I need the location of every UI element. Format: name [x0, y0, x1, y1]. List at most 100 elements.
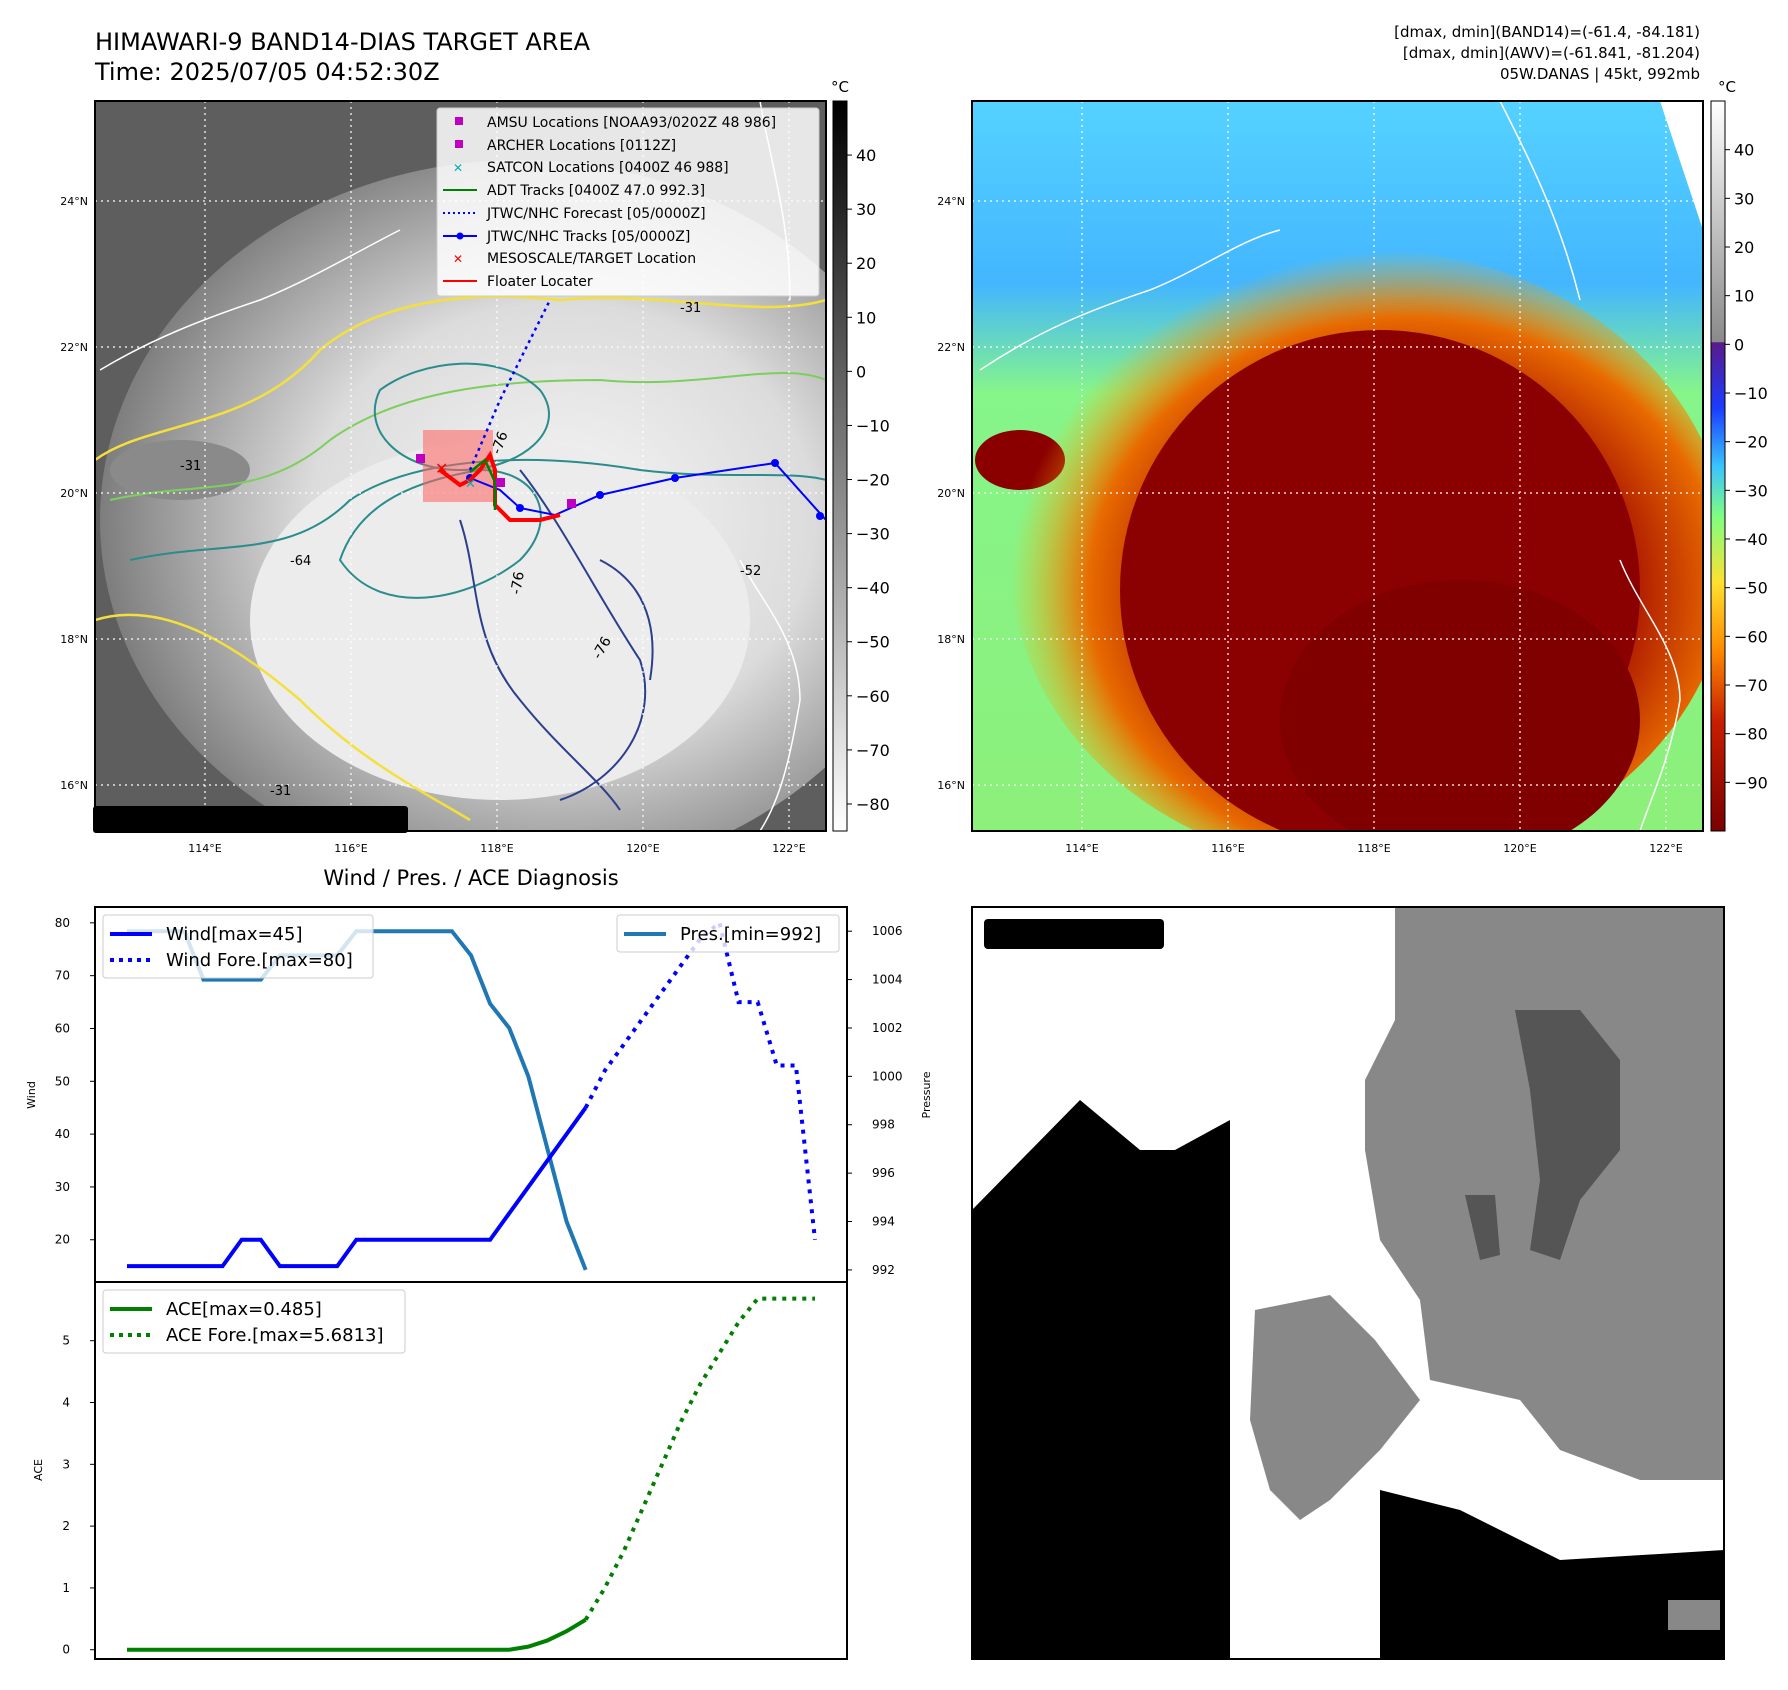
archer-marker	[567, 499, 576, 508]
jtwc-track	[469, 461, 826, 521]
legend-satcon-swatch: ✕	[453, 161, 463, 175]
legend-ace-fore-label: ACE Fore.[max=5.6813]	[166, 1325, 384, 1346]
contour-label: -76	[489, 429, 512, 456]
wind-tick-label: 40	[55, 1127, 70, 1141]
wv-colorbar-tick-label: −40	[1734, 530, 1768, 549]
wv-colorbar-tick-label: −70	[1734, 676, 1768, 695]
amsu-marker	[496, 478, 505, 487]
pressure-tick-label: 1000	[872, 1069, 903, 1083]
ir-colorbar-tick-label: 40	[856, 146, 876, 165]
legend-target-swatch: ✕	[453, 252, 463, 266]
wv-colorbar-tick-label: 20	[1734, 238, 1754, 257]
lon-label: 114°E	[188, 842, 221, 855]
contour-label: -64	[290, 554, 311, 569]
wind-tick-label: 70	[55, 969, 70, 983]
wv-colorbar-tick-label: −30	[1734, 481, 1768, 500]
wv-colorbar-tick-label: −10	[1734, 384, 1768, 403]
ir-colorbar-tick-label: 0	[856, 362, 866, 381]
ace-tick-label: 3	[62, 1457, 70, 1471]
ir-colorbar-tick-label: −70	[856, 741, 890, 760]
lat-label: 24°N	[937, 195, 965, 208]
figure-title-line2: Time: 2025/07/05 04:52:30Z	[94, 58, 440, 86]
wmg-count-text: WMG Count: 0	[991, 924, 1144, 946]
ace-series-line	[127, 1618, 587, 1652]
pressure-tick-label: 1006	[872, 924, 903, 938]
ir-colorbar-tick-label: −30	[856, 525, 890, 544]
lon-label: 118°E	[1357, 842, 1390, 855]
legend-label: ADT Tracks [0400Z 47.0 992.3]	[487, 183, 705, 199]
pressure-tick-label: 1002	[872, 1021, 903, 1035]
lon-label: 120°E	[1503, 842, 1536, 855]
floater-locator-track	[438, 450, 561, 522]
wind-ylabel: Wind	[25, 1081, 38, 1109]
lat-label: 20°N	[60, 487, 88, 500]
wv-colorbar: °C 40 30 20 10 0 −10 −20 −30 −40 −50 −60 −70 −80 −90	[1710, 78, 1768, 832]
wind-tick-label: 50	[55, 1074, 70, 1088]
lat-label: 20°N	[937, 487, 965, 500]
amsu-marker	[416, 454, 425, 463]
ace-tick-label: 5	[62, 1334, 70, 1348]
legend-label: ARCHER Locations [0112Z]	[487, 138, 676, 154]
ace-legend: ACE[max=0.485] ACE Fore.[max=5.6813]	[102, 1289, 406, 1354]
wv-colorbar-tick-label: 40	[1734, 141, 1754, 160]
lon-label: 118°E	[480, 842, 513, 855]
contour-label: -76	[508, 570, 528, 595]
lon-label: 122°E	[772, 842, 805, 855]
legend-amsu-swatch	[455, 117, 463, 125]
contour-label: -31	[180, 459, 201, 474]
pressure-tick-label: 994	[872, 1215, 895, 1229]
legend-pres-label: Pres.[min=992]	[680, 924, 821, 945]
satcon-x-marker: ✕	[465, 477, 476, 492]
legend-label: AMSU Locations [NOAA93/0202Z 48 986]	[487, 115, 776, 131]
ir-colorbar-tick-label: −20	[856, 471, 890, 490]
legend-label: JTWC/NHC Tracks [05/0000Z]	[486, 229, 690, 245]
wmg-panel	[972, 907, 1724, 1659]
ir-colorbar-tick-label: −10	[856, 416, 890, 435]
lat-label: 22°N	[937, 341, 965, 354]
lon-label: 114°E	[1065, 842, 1098, 855]
pressure-tick-label: 992	[872, 1263, 895, 1277]
lat-label: 16°N	[60, 779, 88, 792]
map-legend: ✕ ✕ AMSU Locations [NOAA93/0202Z 48 986]…	[436, 107, 820, 297]
ace-ylabel: ACE	[32, 1459, 45, 1481]
ir-colorbar-unit: °C	[831, 78, 849, 96]
lat-label: 18°N	[60, 633, 88, 646]
ir-colorbar-tick-label: 30	[856, 200, 876, 219]
ace-tick-label: 4	[62, 1396, 70, 1410]
ace-tick-label: 0	[62, 1643, 70, 1657]
legend-wind-label: Wind[max=45]	[166, 924, 303, 945]
wmg-count-badge: WMG Count: 0	[984, 919, 1164, 949]
copyright-badge: Copyright © 2020-2025 Dapiya	[93, 806, 408, 833]
legend-label: Floater Locater	[487, 274, 593, 290]
ace-forecast-series-line	[583, 1296, 815, 1621]
lat-label: 18°N	[937, 633, 965, 646]
wv-colorbar-tick-label: −90	[1734, 773, 1768, 792]
wind-series-line	[127, 1106, 588, 1269]
legend-archer-swatch	[455, 140, 463, 148]
ir-colorbar: °C 40 30 20 10 0 −10 −20 −30 −40 −50 −60 −70 −80	[831, 78, 890, 832]
pressure-tick-label: 996	[872, 1166, 895, 1180]
legend-wind-fore-label: Wind Fore.[max=80]	[166, 950, 353, 971]
legend-label: MESOSCALE/TARGET Location	[487, 251, 696, 267]
wind-tick-label: 60	[55, 1021, 70, 1035]
diagnosis-title: Wind / Pres. / ACE Diagnosis	[323, 866, 618, 890]
wv-colorbar-tick-label: 30	[1734, 189, 1754, 208]
figure-title-line1: HIMAWARI-9 BAND14-DIAS TARGET AREA	[95, 28, 591, 56]
wind-tick-label: 20	[55, 1233, 70, 1247]
lat-label: 24°N	[60, 195, 88, 208]
contour-label: -31	[270, 784, 291, 799]
target-x-marker: ✕	[435, 459, 448, 478]
wv-colorbar-tick-label: −50	[1734, 579, 1768, 598]
wv-colorbar-tick-label: 10	[1734, 287, 1754, 306]
wv-map-panel	[972, 101, 1703, 831]
wv-colorbar-tick-label: −60	[1734, 627, 1768, 646]
ir-colorbar-tick-label: −40	[856, 579, 890, 598]
wv-colorbar-unit: °C	[1718, 78, 1736, 96]
ir-colorbar-tick-label: −60	[856, 687, 890, 706]
pressure-ylabel: Pressure	[920, 1071, 933, 1118]
lon-label: 122°E	[1649, 842, 1682, 855]
pressure-tick-label: 998	[872, 1118, 895, 1132]
pressure-legend: Pres.[min=992]	[616, 914, 840, 953]
ace-tick-label: 2	[62, 1519, 70, 1533]
pressure-tick-label: 1004	[872, 973, 903, 987]
